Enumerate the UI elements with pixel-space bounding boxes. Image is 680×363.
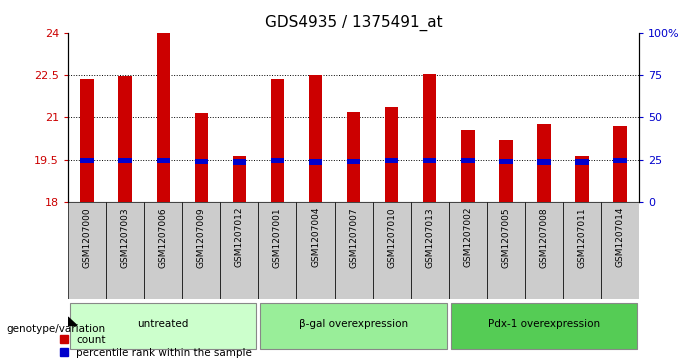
Text: GSM1207008: GSM1207008 [539,207,549,268]
Bar [563,202,601,299]
Bar [260,303,447,350]
Bar [347,112,360,202]
Bar [68,202,106,299]
Bar [575,156,589,202]
Bar [423,158,437,163]
Title: GDS4935 / 1375491_at: GDS4935 / 1375491_at [265,15,443,31]
Bar [70,303,256,350]
Bar [385,158,398,163]
Text: GSM1207013: GSM1207013 [425,207,435,268]
Text: Pdx-1 overexpression: Pdx-1 overexpression [488,319,600,330]
Bar [156,33,170,202]
Bar [423,74,437,202]
Bar [118,77,132,202]
Bar [309,75,322,202]
Bar [194,159,208,164]
Bar [271,79,284,202]
Text: GSM1207007: GSM1207007 [349,207,358,268]
Bar [271,158,284,163]
Text: GSM1207006: GSM1207006 [158,207,168,268]
Text: untreated: untreated [137,319,189,330]
Text: GSM1207001: GSM1207001 [273,207,282,268]
Bar [80,79,94,202]
Bar [537,125,551,202]
Text: GSM1207002: GSM1207002 [463,207,473,268]
Bar [487,202,525,299]
Text: GSM1207012: GSM1207012 [235,207,244,268]
Bar [601,202,639,299]
Bar [182,202,220,299]
Bar [461,158,475,163]
Bar [233,156,246,202]
Legend: count, percentile rank within the sample: count, percentile rank within the sample [60,335,252,358]
Bar [575,159,589,164]
Bar [449,202,487,299]
Text: genotype/variation: genotype/variation [7,323,106,334]
Bar [373,202,411,299]
Bar [347,159,360,164]
Text: GSM1207011: GSM1207011 [577,207,587,268]
Bar [499,159,513,164]
Text: GSM1207003: GSM1207003 [120,207,130,268]
Bar [258,202,296,299]
Text: GSM1207010: GSM1207010 [387,207,396,268]
Text: GSM1207014: GSM1207014 [615,207,625,268]
Bar [537,159,551,164]
Bar [194,113,208,202]
Text: GSM1207005: GSM1207005 [501,207,511,268]
Bar [309,159,322,164]
FancyArrow shape [60,318,77,326]
Bar [156,158,170,163]
Text: β-gal overexpression: β-gal overexpression [299,319,408,330]
Bar [499,140,513,202]
Bar [613,126,627,202]
Bar [106,202,144,299]
Bar [613,158,627,163]
Bar [461,130,475,202]
Bar [296,202,335,299]
Bar [80,158,94,163]
Bar [411,202,449,299]
Bar [335,202,373,299]
Bar [220,202,258,299]
Bar [385,107,398,202]
Text: GSM1207004: GSM1207004 [311,207,320,268]
Text: GSM1207000: GSM1207000 [82,207,92,268]
Bar [525,202,563,299]
Bar [144,202,182,299]
Bar [118,158,132,163]
Bar [451,303,637,350]
Text: GSM1207009: GSM1207009 [197,207,206,268]
Bar [233,159,246,164]
